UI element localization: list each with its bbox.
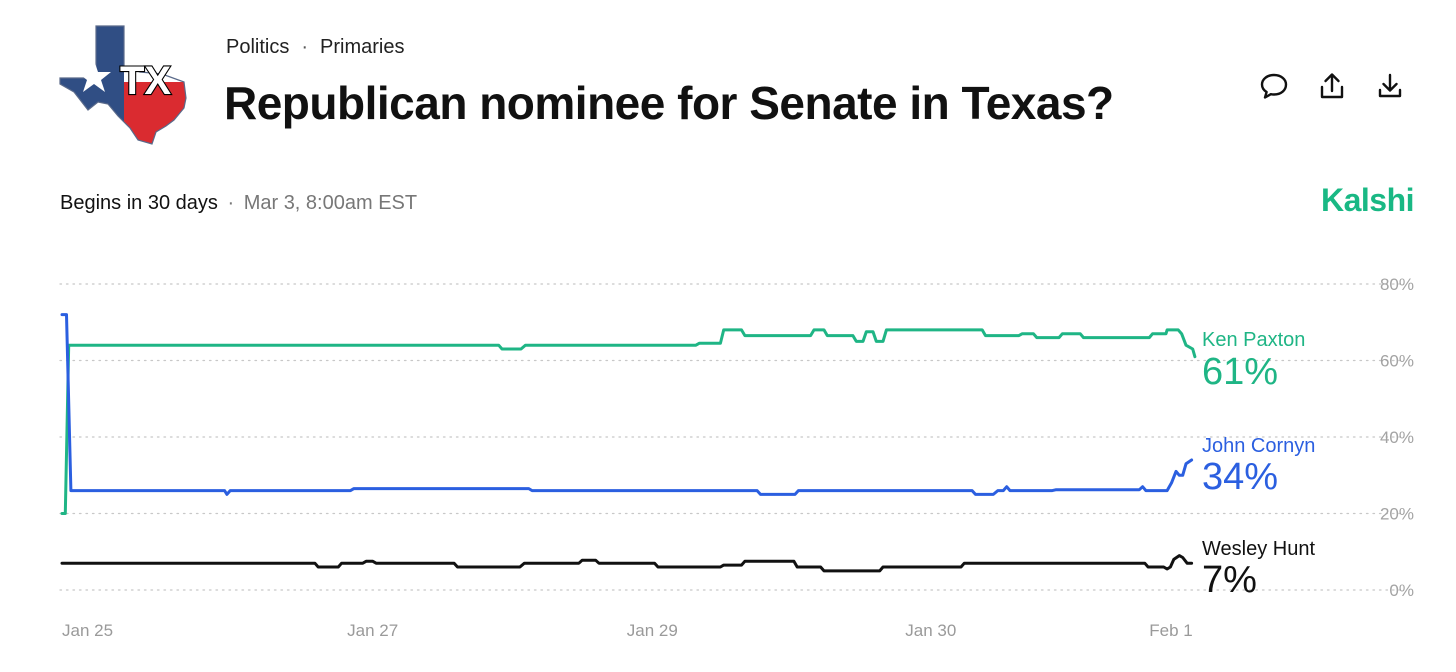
y-tick-label: 40%: [1380, 428, 1414, 447]
begins-date: Mar 3, 8:00am EST: [243, 192, 418, 214]
x-tick-label: Jan 27: [347, 621, 398, 640]
market-meta: Begins in 30 days · Mar 3, 8:00am EST: [60, 192, 417, 215]
series-name-label: Wesley Hunt: [1202, 538, 1315, 560]
series-value-label: 7%: [1202, 559, 1257, 601]
logo-text: TX: [120, 59, 171, 103]
breadcrumb-separator: ·: [301, 36, 309, 58]
begins-text: Begins in 30 days: [60, 192, 218, 214]
x-tick-label: Jan 25: [62, 621, 113, 640]
series-line: [60, 328, 1197, 515]
x-tick-label: Jan 30: [905, 621, 956, 640]
series-name-label: John Cornyn: [1202, 435, 1315, 457]
header-actions: [1258, 70, 1406, 102]
kalshi-logo[interactable]: Kalshi: [1320, 182, 1415, 218]
y-tick-label: 20%: [1380, 505, 1414, 524]
breadcrumb: Politics · Primaries: [226, 36, 404, 59]
series-value-label: 34%: [1202, 456, 1278, 498]
share-icon[interactable]: [1316, 70, 1348, 102]
meta-separator: ·: [227, 192, 235, 214]
y-tick-label: 80%: [1380, 275, 1414, 294]
breadcrumb-category[interactable]: Politics: [226, 36, 290, 58]
breadcrumb-subcategory[interactable]: Primaries: [320, 36, 405, 58]
x-tick-label: Jan 29: [627, 621, 678, 640]
series-value-label: 61%: [1202, 351, 1278, 393]
y-tick-label: 60%: [1380, 352, 1414, 371]
comment-icon[interactable]: [1258, 70, 1290, 102]
series-line: [60, 313, 1194, 496]
download-icon[interactable]: [1374, 70, 1406, 102]
page-title: Republican nominee for Senate in Texas?: [224, 77, 1114, 129]
series-name-label: Ken Paxton: [1202, 329, 1305, 351]
texas-flag-logo: TX: [56, 22, 192, 146]
series-line: [60, 554, 1194, 573]
x-tick-label: Feb 1: [1149, 621, 1192, 640]
y-tick-label: 0%: [1389, 581, 1414, 600]
